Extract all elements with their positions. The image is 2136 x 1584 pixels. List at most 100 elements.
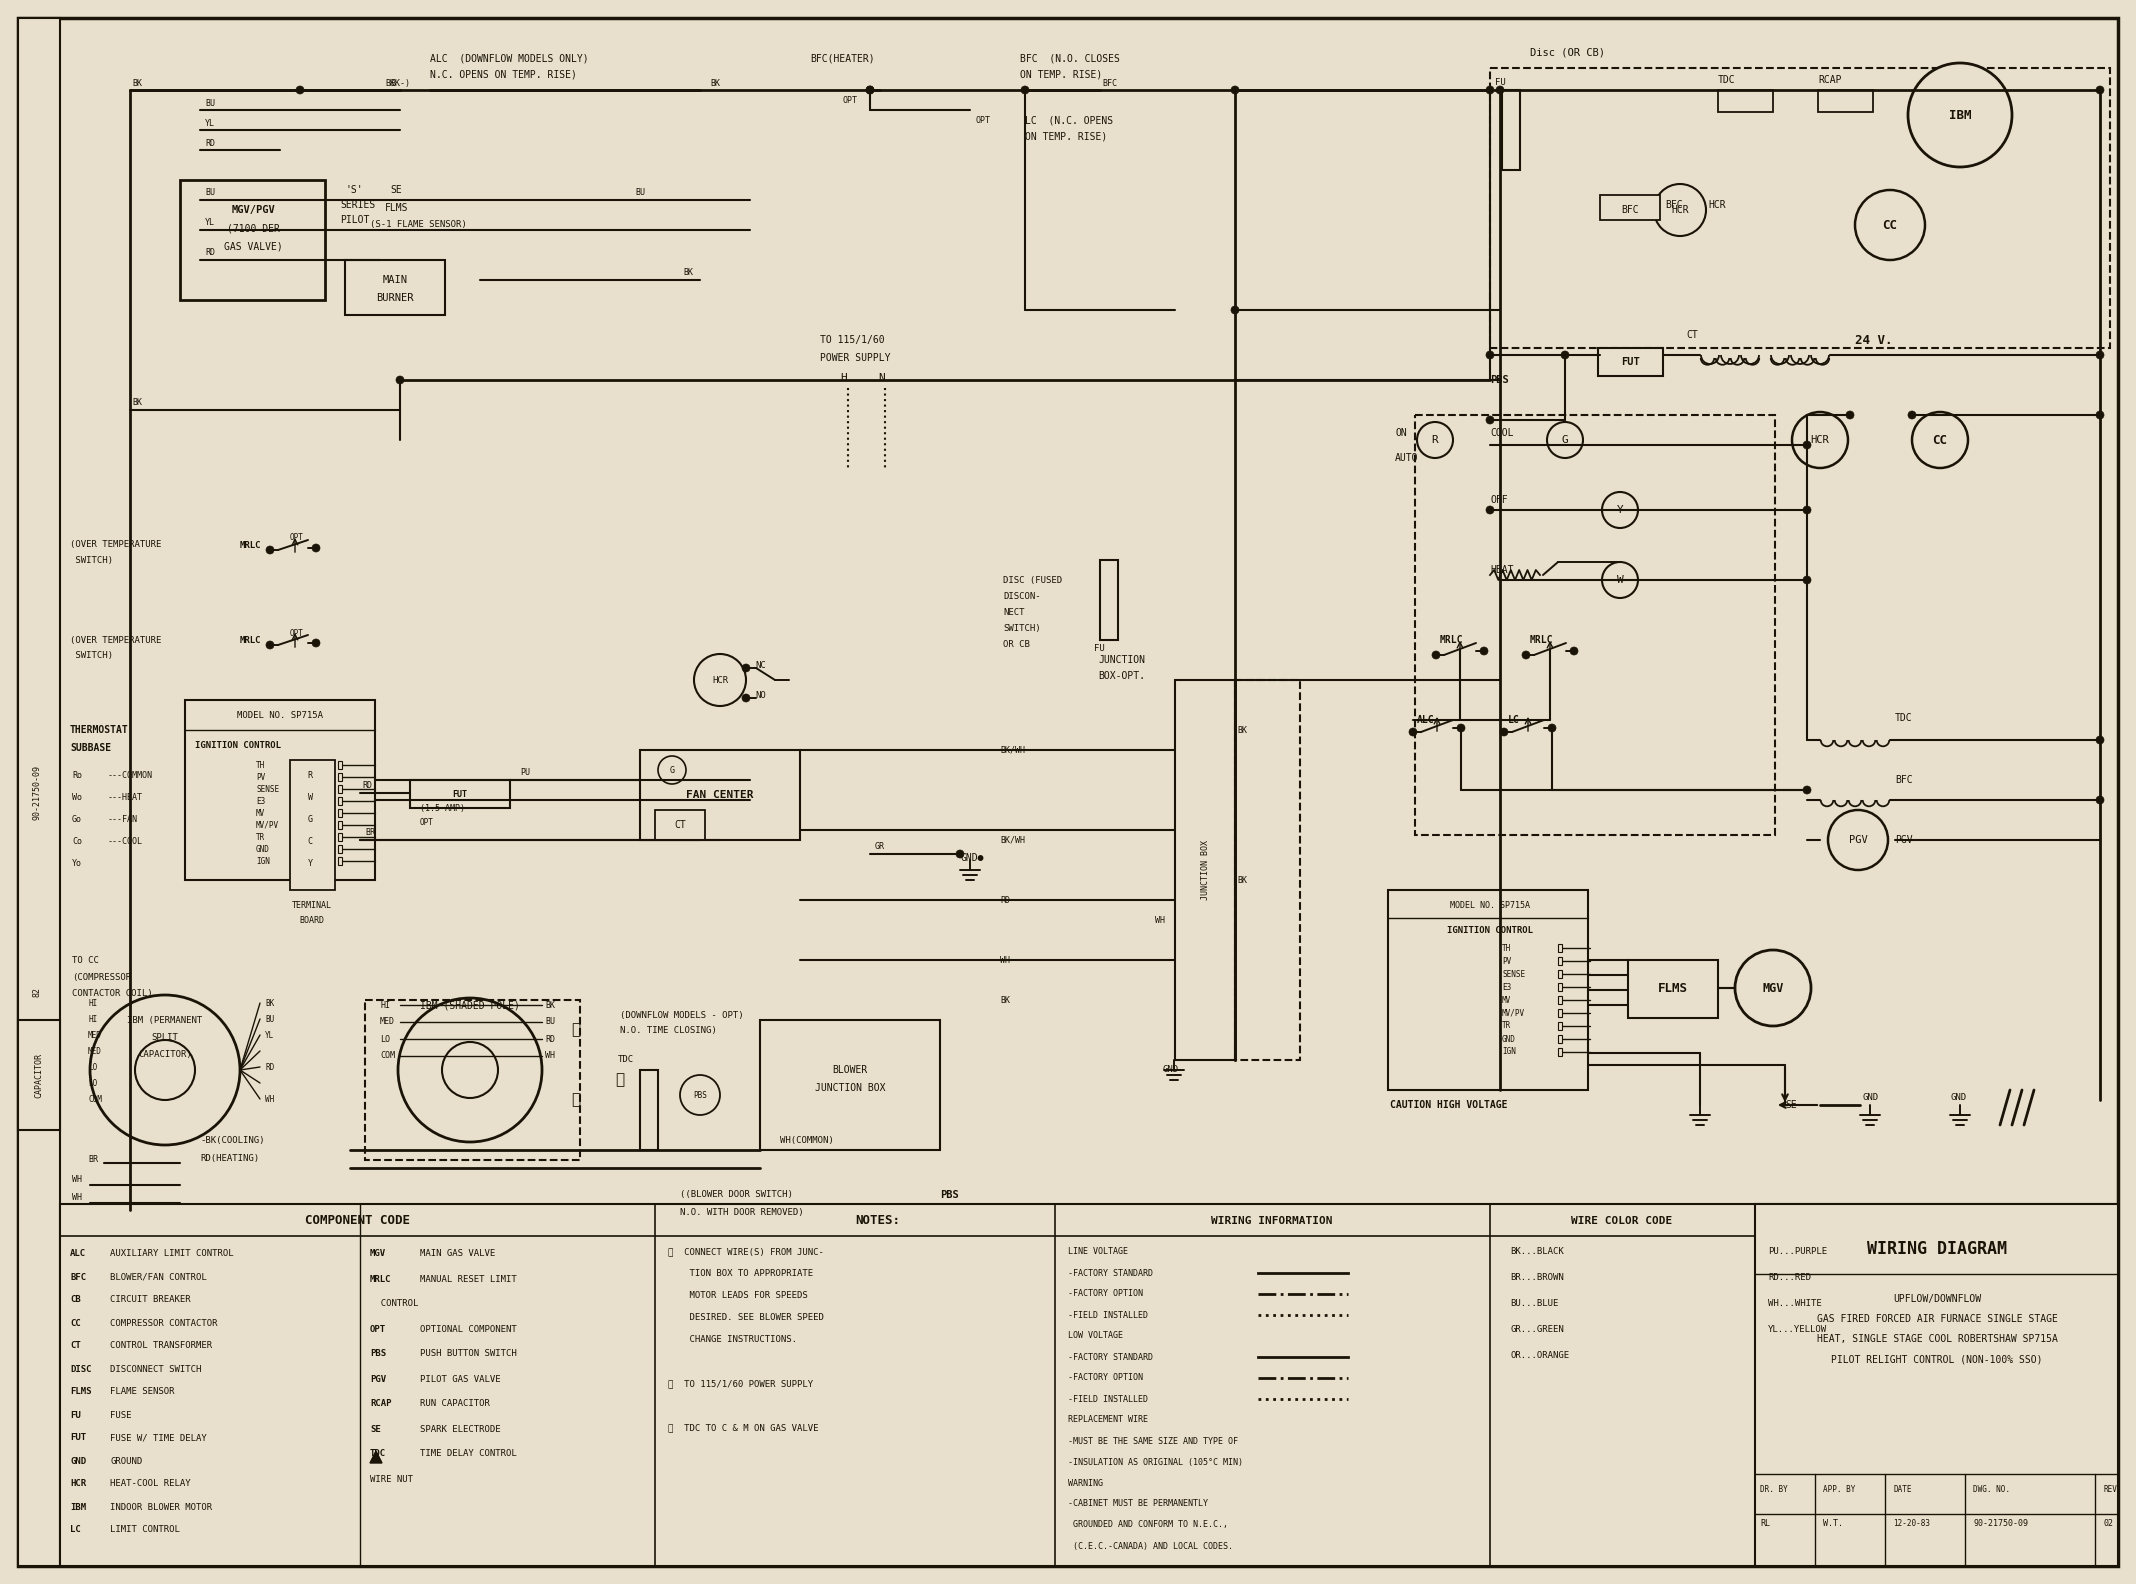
- Text: SENSE: SENSE: [256, 784, 280, 794]
- Text: LC: LC: [1508, 714, 1519, 725]
- Text: DATE: DATE: [1892, 1484, 1912, 1494]
- Text: (7100 DER: (7100 DER: [226, 223, 280, 233]
- Circle shape: [1846, 410, 1854, 420]
- Text: CAPACITOR: CAPACITOR: [34, 1052, 43, 1098]
- Text: MODEL NO. SP715A: MODEL NO. SP715A: [1450, 900, 1529, 909]
- Text: FLMS: FLMS: [384, 203, 408, 212]
- Text: MGV: MGV: [370, 1250, 387, 1259]
- Text: BU...BLUE: BU...BLUE: [1510, 1299, 1559, 1308]
- Text: OPT: OPT: [421, 817, 434, 827]
- Text: CC: CC: [1882, 219, 1897, 231]
- Text: TDC: TDC: [1717, 74, 1737, 86]
- Text: ON TEMP. RISE): ON TEMP. RISE): [1025, 131, 1106, 141]
- Text: TDC: TDC: [1895, 713, 1912, 722]
- Bar: [365, 1000, 581, 1159]
- Text: PILOT: PILOT: [340, 215, 370, 225]
- Text: SE: SE: [370, 1424, 380, 1434]
- Text: CC: CC: [70, 1318, 81, 1327]
- Text: RD: RD: [205, 247, 216, 257]
- Text: OPT: OPT: [290, 534, 303, 542]
- Circle shape: [267, 642, 273, 649]
- Text: LC: LC: [70, 1525, 81, 1535]
- Text: PV: PV: [256, 773, 265, 781]
- Text: BR...BROWN: BR...BROWN: [1510, 1274, 1564, 1283]
- Circle shape: [1561, 352, 1570, 360]
- Circle shape: [297, 782, 325, 811]
- Text: ON TEMP. RISE): ON TEMP. RISE): [1021, 70, 1102, 79]
- Text: BK-): BK-): [391, 79, 410, 87]
- Circle shape: [1570, 646, 1579, 656]
- Text: TR: TR: [256, 833, 265, 841]
- Text: BFC(HEATER): BFC(HEATER): [810, 52, 874, 63]
- Circle shape: [1021, 86, 1030, 93]
- Text: MV: MV: [1502, 995, 1512, 1004]
- Text: RCAP: RCAP: [1818, 74, 1841, 86]
- Text: Co: Co: [73, 836, 81, 846]
- Text: TH: TH: [256, 760, 265, 770]
- Text: BK: BK: [1237, 876, 1247, 884]
- Circle shape: [1230, 306, 1239, 314]
- Text: ALC  (DOWNFLOW MODELS ONLY): ALC (DOWNFLOW MODELS ONLY): [429, 52, 590, 63]
- Text: Go: Go: [73, 814, 81, 824]
- Text: BFC: BFC: [70, 1272, 85, 1281]
- Text: SENSE: SENSE: [1502, 969, 1525, 979]
- Text: FLMS: FLMS: [1658, 982, 1687, 995]
- Text: OPTIONAL COMPONENT: OPTIONAL COMPONENT: [421, 1324, 517, 1334]
- Text: FUSE W/ TIME DELAY: FUSE W/ TIME DELAY: [109, 1434, 207, 1443]
- Text: YL...YELLOW: YL...YELLOW: [1769, 1326, 1826, 1334]
- Text: ---FAN: ---FAN: [109, 814, 139, 824]
- Bar: [337, 833, 342, 841]
- Text: ALC: ALC: [1416, 714, 1435, 725]
- Text: BFC: BFC: [1621, 204, 1638, 215]
- Circle shape: [865, 86, 874, 93]
- Text: SPLIT: SPLIT: [152, 1033, 179, 1042]
- Text: 'S': 'S': [346, 185, 363, 195]
- Bar: [641, 749, 801, 840]
- Circle shape: [2095, 86, 2104, 93]
- Text: (C.E.C.-CANADA) AND LOCAL CODES.: (C.E.C.-CANADA) AND LOCAL CODES.: [1068, 1541, 1232, 1551]
- Circle shape: [442, 1042, 498, 1098]
- Text: -MUST BE THE SAME SIZE AND TYPE OF: -MUST BE THE SAME SIZE AND TYPE OF: [1068, 1437, 1239, 1446]
- Text: GR: GR: [876, 841, 884, 851]
- Text: WIRING INFORMATION: WIRING INFORMATION: [1211, 1217, 1333, 1226]
- Text: NECT: NECT: [1004, 608, 1025, 616]
- Text: LO: LO: [88, 1079, 98, 1088]
- Text: TDC: TDC: [617, 1055, 634, 1064]
- Text: BOARD: BOARD: [299, 916, 325, 925]
- Text: Y: Y: [1617, 505, 1623, 515]
- Text: DR. BY: DR. BY: [1760, 1484, 1788, 1494]
- Text: AUTO: AUTO: [1395, 453, 1418, 463]
- Text: W: W: [308, 792, 312, 802]
- Text: -FACTORY OPTION: -FACTORY OPTION: [1068, 1289, 1143, 1299]
- Text: GND●: GND●: [959, 854, 983, 863]
- Text: YL: YL: [205, 119, 216, 127]
- Text: HCR: HCR: [70, 1479, 85, 1489]
- Bar: [410, 779, 511, 808]
- Circle shape: [1487, 417, 1493, 425]
- Text: ③  TDC TO C & M ON GAS VALVE: ③ TDC TO C & M ON GAS VALVE: [669, 1424, 818, 1432]
- Circle shape: [1653, 184, 1707, 236]
- Text: TION BOX TO APPROPRIATE: TION BOX TO APPROPRIATE: [669, 1269, 814, 1278]
- Text: CIRCUIT BREAKER: CIRCUIT BREAKER: [109, 1296, 190, 1305]
- Text: E3: E3: [256, 797, 265, 806]
- Text: BK: BK: [684, 268, 692, 277]
- Circle shape: [1602, 562, 1638, 599]
- Text: LO: LO: [88, 1063, 98, 1071]
- Bar: [1598, 348, 1664, 375]
- Text: PGV: PGV: [1848, 835, 1867, 844]
- Text: BOX-OPT.: BOX-OPT.: [1098, 672, 1145, 681]
- Text: SERIES: SERIES: [340, 200, 376, 211]
- Bar: [1818, 90, 1873, 112]
- Circle shape: [1803, 505, 1811, 513]
- Text: UPFLOW/DOWNFLOW: UPFLOW/DOWNFLOW: [1892, 1294, 1980, 1304]
- Text: TIME DELAY CONTROL: TIME DELAY CONTROL: [421, 1449, 517, 1459]
- Text: WIRE COLOR CODE: WIRE COLOR CODE: [1572, 1217, 1672, 1226]
- Circle shape: [297, 805, 325, 833]
- Text: ①: ①: [572, 1093, 581, 1107]
- Text: COM: COM: [88, 1095, 103, 1104]
- Text: TERMINAL: TERMINAL: [293, 900, 331, 909]
- Text: THERMOSTAT: THERMOSTAT: [70, 725, 128, 735]
- Circle shape: [865, 86, 874, 93]
- Bar: [337, 857, 342, 865]
- Text: OR...ORANGE: OR...ORANGE: [1510, 1351, 1570, 1361]
